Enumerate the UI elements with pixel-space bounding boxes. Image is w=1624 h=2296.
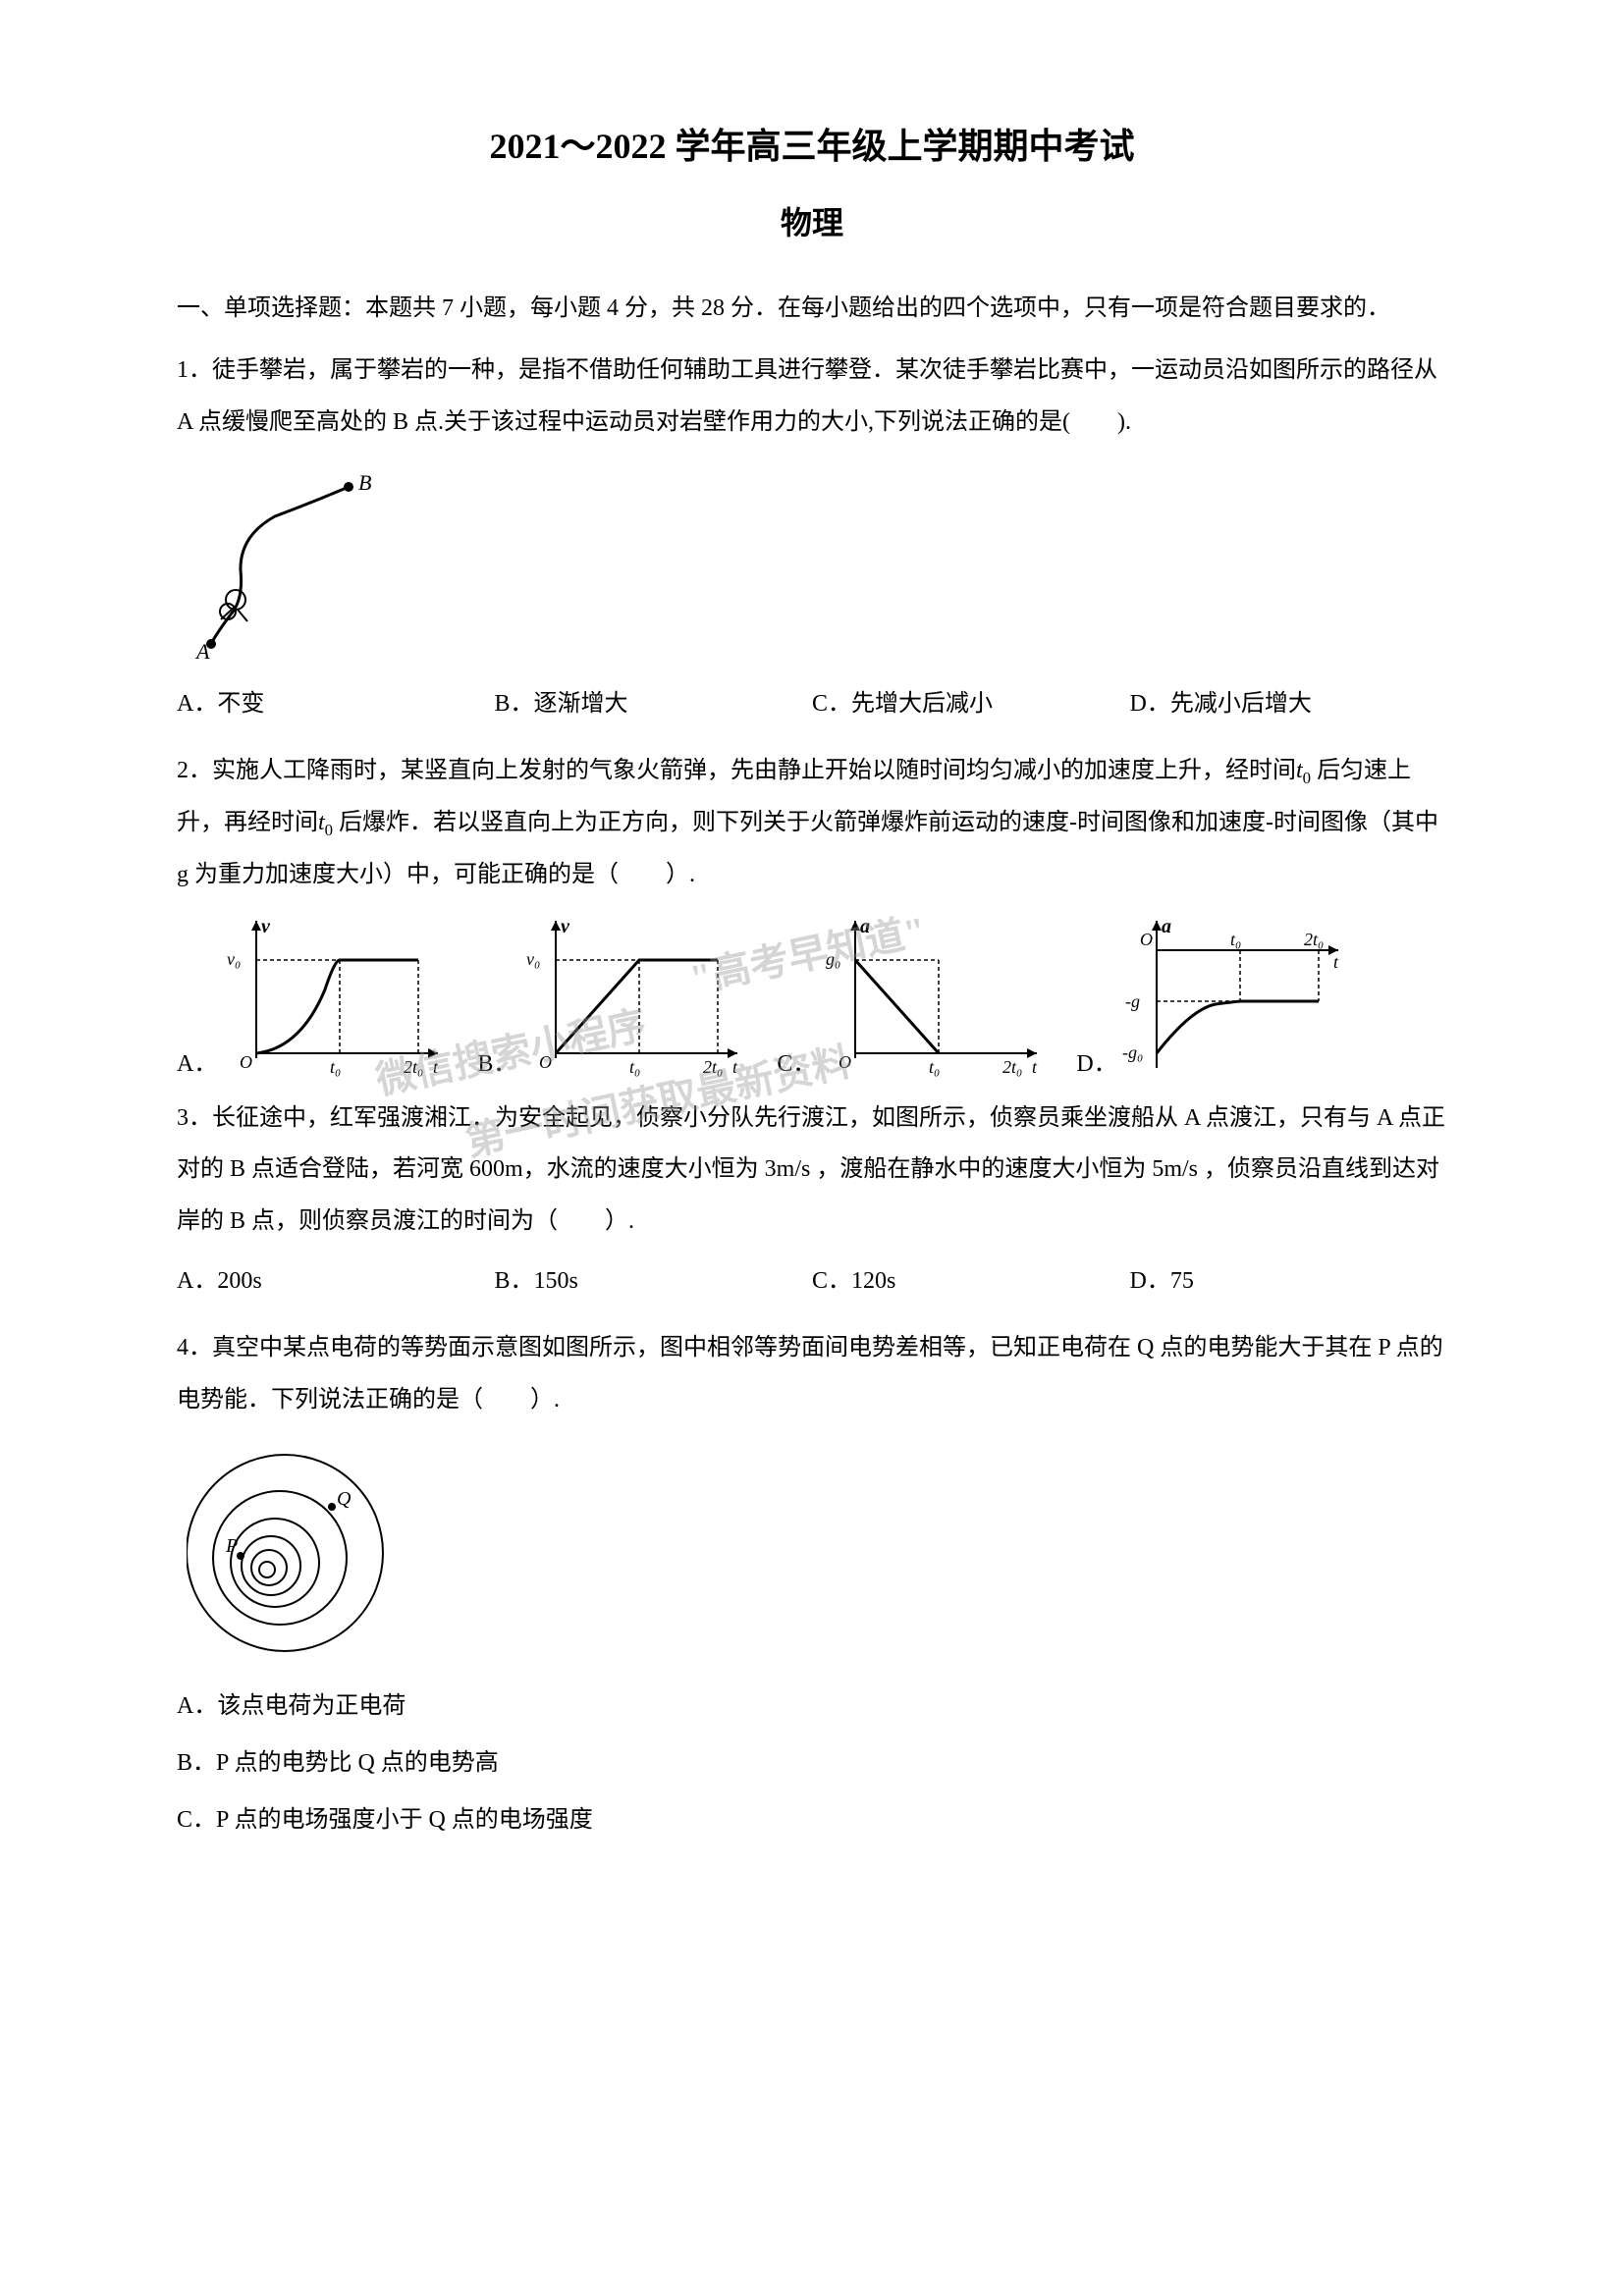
svg-text:t₀: t₀	[330, 1057, 341, 1077]
q3-option-C: C．120s	[812, 1255, 1130, 1308]
svg-text:t₀: t₀	[629, 1057, 640, 1077]
exam-title: 2021～2022 学年高三年级上学期期中考试	[177, 118, 1447, 169]
question-1-options: A．不变 B．逐渐增大 C．先增大后减小 D．先减小后增大	[177, 678, 1447, 730]
question-2-text: 2．实施人工降雨时，某竖直向上发射的气象火箭弹，先由静止开始以随时间均匀减小的加…	[177, 745, 1447, 900]
q2-label-A: A．	[177, 1043, 217, 1078]
svg-text:v: v	[261, 916, 271, 937]
q2-graph-A: A． v v₀ O t₀ 2t₀ t	[177, 911, 448, 1078]
q2-text-part3: 后爆炸．若以竖直向上为正方向，则下列关于火箭弹爆炸前运动的速度-时间图像和加速度…	[177, 810, 1438, 887]
svg-text:O: O	[839, 1052, 851, 1072]
svg-text:O: O	[539, 1052, 552, 1072]
question-2-graphs: A． v v₀ O t₀ 2t₀ t B．	[177, 911, 1447, 1078]
question-3-options: A．200s B．150s C．120s D．75	[177, 1255, 1447, 1308]
q2-graph-B: B． v v₀ O t₀ 2t₀ t	[477, 911, 747, 1078]
q2-label-B: B．	[477, 1043, 516, 1078]
svg-text:v: v	[561, 916, 570, 937]
question-4-figure: P Q	[187, 1440, 1447, 1661]
section-1-header: 一、单项选择题：本题共 7 小题，每小题 4 分，共 28 分．在每小题给出的四…	[177, 283, 1447, 335]
svg-text:2t₀: 2t₀	[1002, 1057, 1022, 1077]
svg-text:v₀: v₀	[526, 949, 540, 969]
q1-option-B: B．逐渐增大	[495, 678, 813, 730]
q2-var2: t	[318, 810, 325, 835]
q2-graph-C: C． a g₀ O t₀ 2t₀ t	[777, 911, 1047, 1078]
question-1-figure: A B	[187, 462, 1447, 664]
svg-text:-g₀: -g₀	[1122, 1042, 1143, 1062]
q1-option-D: D．先减小后增大	[1130, 678, 1448, 730]
svg-text:t: t	[732, 1057, 738, 1077]
svg-text:O: O	[240, 1052, 252, 1072]
q2-text-part1: 2．实施人工降雨时，某竖直向上发射的气象火箭弹，先由静止开始以随时间均匀减小的加…	[177, 758, 1296, 783]
svg-text:-g: -g	[1125, 991, 1140, 1011]
q4-option-A: A．该点电荷为正电荷	[177, 1681, 1447, 1733]
svg-text:t₀: t₀	[1230, 930, 1241, 949]
q3-option-B: B．150s	[495, 1255, 813, 1308]
svg-text:v₀: v₀	[227, 949, 241, 969]
svg-text:a: a	[860, 916, 870, 937]
svg-text:a: a	[1162, 916, 1171, 937]
svg-text:O: O	[1140, 930, 1153, 949]
q3-option-A: A．200s	[177, 1255, 495, 1308]
svg-text:t: t	[1032, 1057, 1038, 1077]
svg-text:t: t	[433, 1057, 439, 1077]
label-A: A	[194, 639, 210, 659]
q2-label-D: D．	[1076, 1043, 1116, 1078]
svg-text:2t₀: 2t₀	[404, 1057, 423, 1077]
svg-text:t₀: t₀	[929, 1057, 940, 1077]
question-1-text: 1．徒手攀岩，属于攀岩的一种，是指不借助任何辅助工具进行攀登．某次徒手攀岩比赛中…	[177, 345, 1447, 449]
q2-sub1: 0	[1303, 769, 1311, 787]
q3-option-D: D．75	[1130, 1255, 1448, 1308]
q2-var1: t	[1296, 758, 1303, 783]
svg-text:P: P	[225, 1535, 238, 1557]
q1-option-C: C．先增大后减小	[812, 678, 1130, 730]
svg-text:t: t	[1333, 952, 1339, 972]
q1-option-A: A．不变	[177, 678, 495, 730]
svg-text:2t₀: 2t₀	[1304, 930, 1324, 949]
exam-subject: 物理	[177, 198, 1447, 243]
question-3-text: 3．长征途中，红军强渡湘江．为安全起见，侦察小分队先行渡江，如图所示，侦察员乘坐…	[177, 1093, 1447, 1248]
label-B: B	[358, 470, 371, 495]
q2-label-C: C．	[777, 1043, 816, 1078]
q4-option-C: C．P 点的电场强度小于 Q 点的电场强度	[177, 1794, 1447, 1846]
svg-text:g₀: g₀	[826, 949, 840, 969]
svg-text:Q: Q	[337, 1488, 352, 1510]
q4-option-B: B．P 点的电势比 Q 点的电势高	[177, 1737, 1447, 1789]
question-4-text: 4．真空中某点电荷的等势面示意图如图所示，图中相邻等势面间电势差相等，已知正电荷…	[177, 1322, 1447, 1426]
q2-graph-D: D． a O -g -g₀ t₀ 2t₀ t	[1076, 911, 1347, 1078]
svg-text:2t₀: 2t₀	[703, 1057, 723, 1077]
q2-sub2: 0	[325, 821, 333, 839]
